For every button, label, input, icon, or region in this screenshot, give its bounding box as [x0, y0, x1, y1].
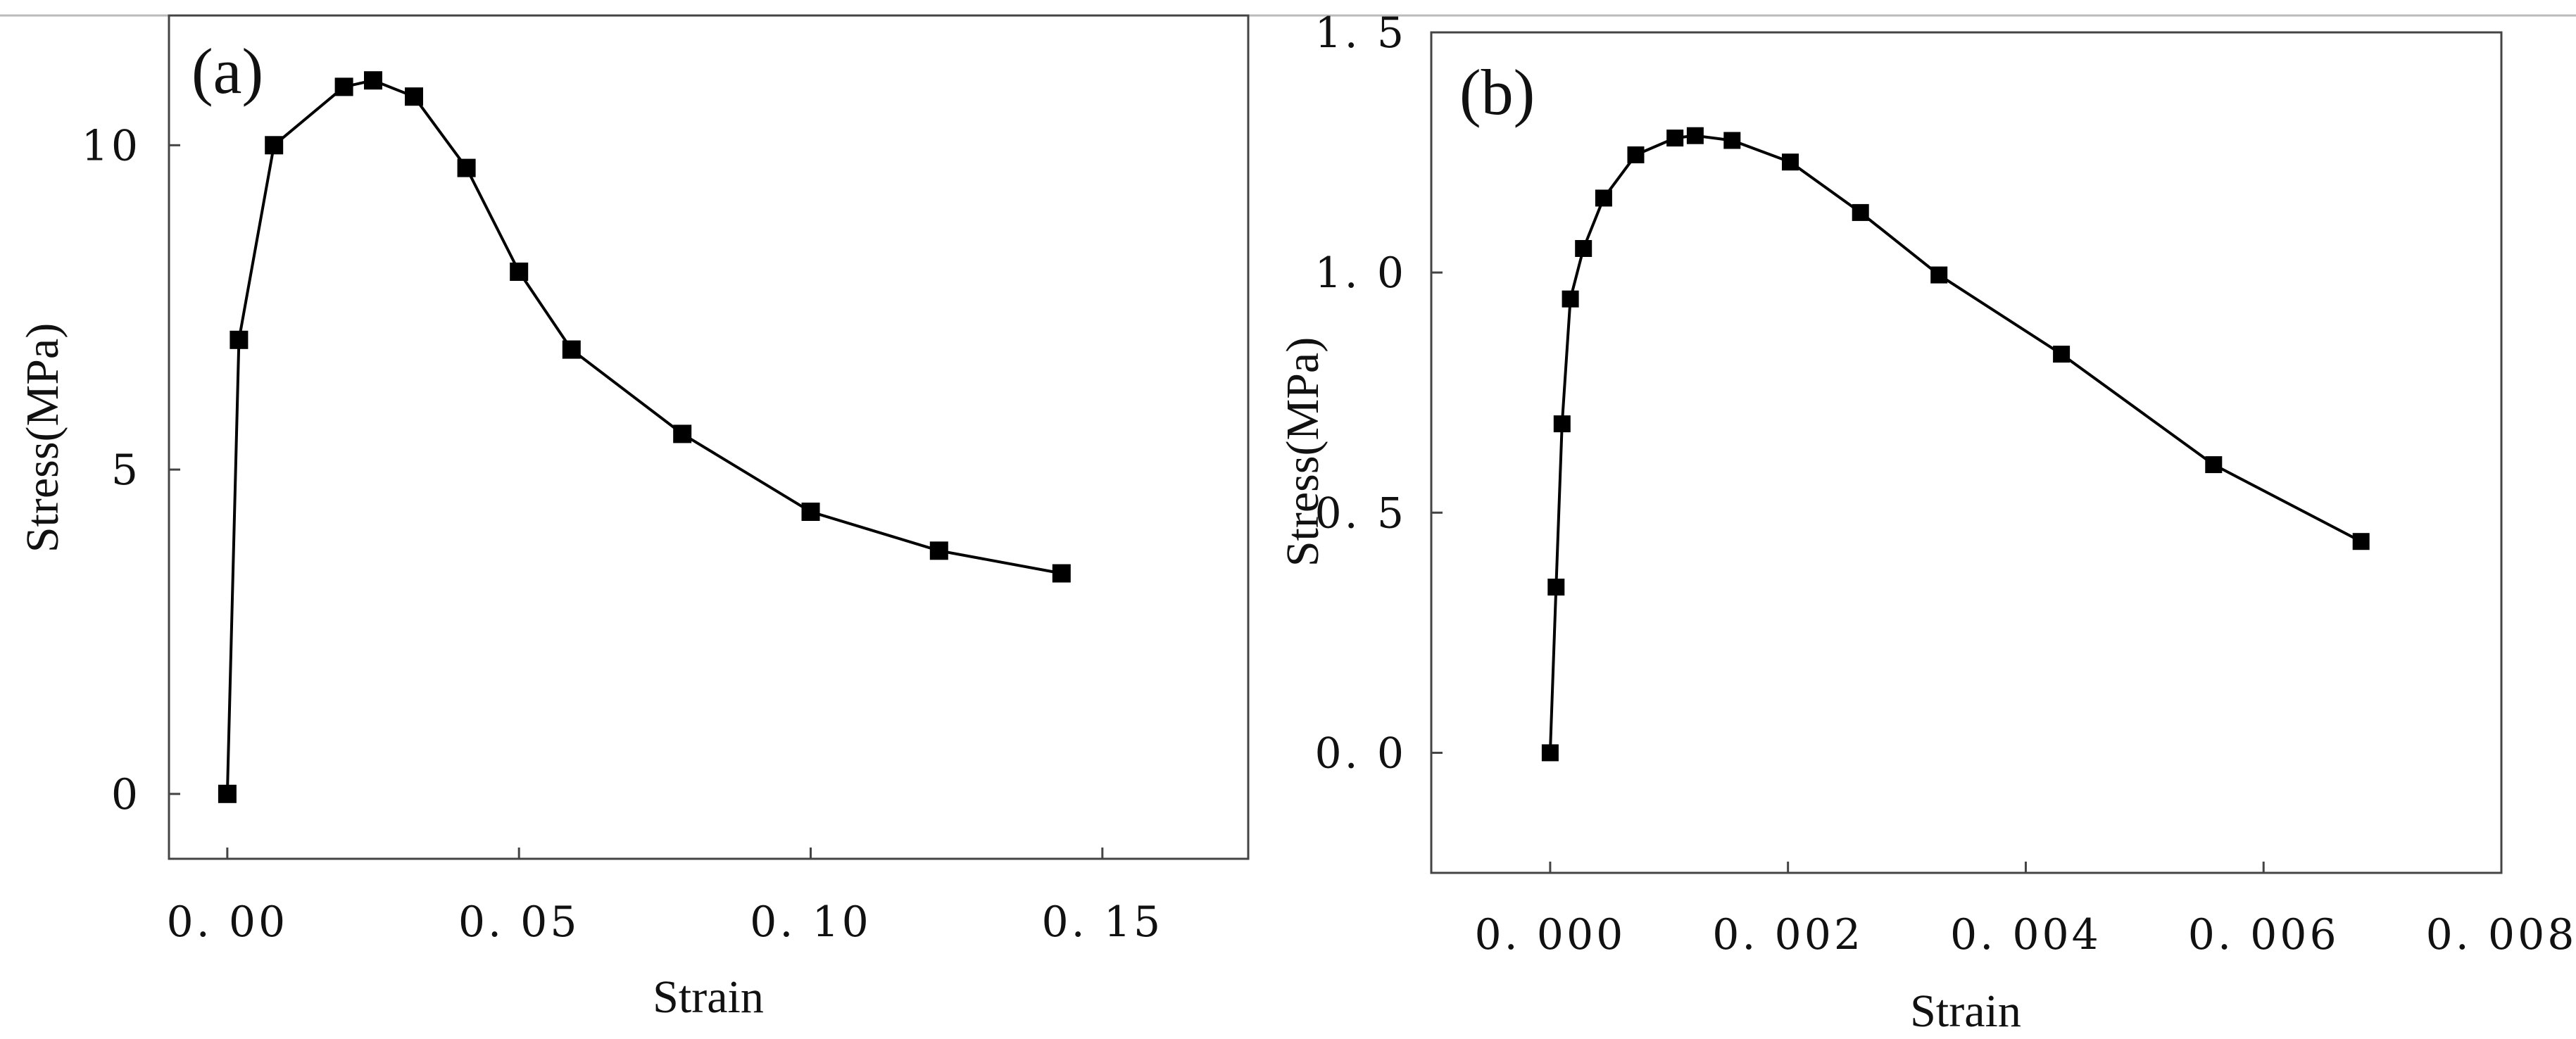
- data-point-b: [1595, 189, 1612, 207]
- y-tick-label-b: 0. 5: [1315, 489, 1407, 538]
- series-line-a: [225, 79, 1062, 794]
- y-tick-label-b: 1. 0: [1315, 248, 1407, 298]
- panel-label-a: (a): [191, 35, 263, 107]
- panel-label-b: (b): [1459, 56, 1535, 128]
- x-tick-label-b: 0. 000: [1474, 910, 1626, 959]
- data-point-b: [1553, 415, 1571, 433]
- x-axis-title-b: Strain: [1910, 986, 2021, 1037]
- x-tick-label-b: 0. 008: [2426, 910, 2576, 959]
- series-markers-b: [1541, 127, 2370, 762]
- plot-frame-b: [1430, 31, 2503, 874]
- data-point-b: [1782, 153, 1799, 171]
- y-axis-ticks-a: 0 5 10: [82, 121, 180, 819]
- y-axis-title-a: Stress(MPa): [17, 323, 68, 553]
- series-markers-a: [218, 71, 1071, 803]
- data-point-b: [1852, 203, 1869, 221]
- x-axis-ticks-a: 0. 00 0. 05 0. 10 0. 15: [167, 848, 1164, 947]
- data-point-b: [1541, 744, 1559, 762]
- data-point-b: [1723, 132, 1741, 149]
- data-point-b: [2205, 456, 2223, 474]
- x-tick-label-b: 0. 002: [1712, 910, 1864, 959]
- data-point-b: [1562, 290, 1579, 308]
- plot-frame-a: [168, 14, 1250, 860]
- x-tick-label-b: 0. 004: [1950, 910, 2101, 959]
- data-point-a: [405, 87, 423, 106]
- data-point-b: [2053, 346, 2071, 363]
- data-point-a: [364, 71, 382, 90]
- y-tick-label-a: 0: [111, 770, 141, 819]
- chart-panel-b: 0. 000 0. 002 0. 004 0. 006 0. 008 0. 0 0. 5 1…: [1277, 8, 2576, 1037]
- data-point-a: [1052, 564, 1071, 583]
- data-point-a: [929, 541, 948, 560]
- y-tick-label-b: 1. 5: [1315, 8, 1407, 58]
- x-axis-ticks-b: 0. 000 0. 002 0. 004 0. 006 0. 008: [1474, 862, 2576, 959]
- series-line-b: [1548, 134, 2362, 753]
- data-point-b: [1547, 579, 1565, 596]
- data-point-a: [334, 77, 353, 96]
- x-tick-label-a: 0. 15: [1042, 898, 1164, 947]
- data-point-a: [218, 784, 237, 803]
- x-tick-label-a: 0. 00: [167, 898, 289, 947]
- data-point-a: [673, 424, 692, 443]
- y-tick-label-b: 0. 0: [1315, 729, 1407, 778]
- data-point-a: [801, 503, 820, 521]
- data-point-a: [510, 263, 529, 281]
- data-point-a: [457, 158, 476, 177]
- chart-panel-a: 0. 00 0. 05 0. 10 0. 15 0 5 10 (a) Strain Str…: [17, 14, 1250, 1023]
- y-tick-label-a: 5: [111, 446, 141, 495]
- data-point-b: [1666, 130, 1684, 147]
- data-point-b: [1575, 240, 1592, 257]
- data-point-a: [230, 330, 249, 349]
- y-axis-ticks-b: 0. 0 0. 5 1. 0 1. 5: [1315, 8, 1443, 778]
- x-tick-label-a: 0. 05: [458, 898, 580, 947]
- data-point-b: [2352, 533, 2370, 550]
- data-point-b: [1686, 127, 1704, 144]
- data-point-b: [1930, 266, 1948, 284]
- data-point-a: [265, 136, 284, 155]
- y-tick-label-a: 10: [82, 121, 141, 170]
- x-tick-label-b: 0. 006: [2188, 910, 2339, 959]
- x-tick-label-a: 0. 10: [750, 898, 872, 947]
- x-axis-title-a: Strain: [653, 971, 764, 1023]
- y-axis-title-b: Stress(MPa): [1277, 337, 1328, 567]
- data-point-a: [562, 340, 581, 359]
- data-point-b: [1627, 146, 1645, 163]
